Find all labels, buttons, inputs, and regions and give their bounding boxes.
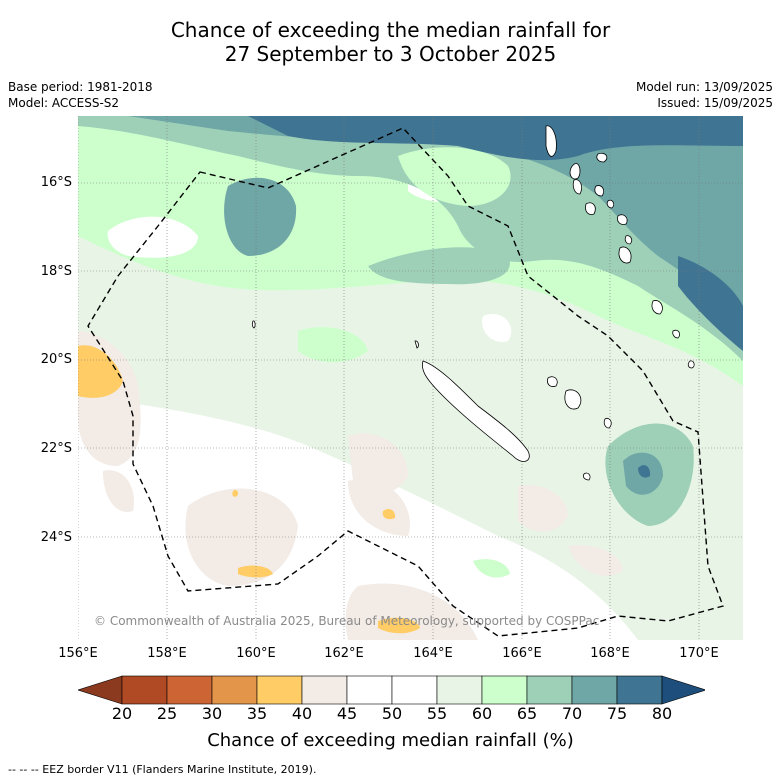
eez-footnote: -- -- -- EEZ border V11 (Flanders Marine… bbox=[8, 763, 317, 776]
map-title: Chance of exceeding the median rainfall … bbox=[0, 18, 781, 66]
region-50-55-pocket-c bbox=[482, 314, 512, 342]
colorbar-tick-20: 20 bbox=[111, 704, 133, 723]
region-40-45-center bbox=[185, 488, 298, 586]
lon-label-158e: 158°E bbox=[147, 646, 187, 661]
region-55-60-patch-a bbox=[358, 402, 418, 425]
colorbar-tick-70: 70 bbox=[561, 704, 583, 723]
lon-label-170e: 170°E bbox=[679, 646, 719, 661]
region-75-80-north bbox=[248, 116, 743, 161]
colorbar-segment-60-65 bbox=[481, 675, 528, 705]
region-35-40-d bbox=[378, 617, 420, 634]
lat-label-20s: 20°S bbox=[40, 352, 72, 367]
colorbar-segment-35-40 bbox=[256, 675, 303, 705]
region-65-70-band-mid bbox=[368, 247, 510, 285]
meta-left: Base period: 1981-2018 Model: ACCESS-S2 bbox=[8, 79, 153, 111]
colorbar-tick-40: 40 bbox=[291, 704, 313, 723]
lon-label-160e: 160°E bbox=[236, 646, 276, 661]
title-line-1: Chance of exceeding the median rainfall … bbox=[170, 18, 611, 42]
region-60-65-patch-b bbox=[298, 327, 368, 363]
rainfall-map bbox=[78, 116, 743, 640]
region-70-75-north bbox=[128, 116, 743, 326]
copyright-text: © Commonwealth of Australia 2025, Bureau… bbox=[94, 614, 600, 628]
region-40-45-mid bbox=[348, 479, 410, 536]
region-40-45-south bbox=[348, 433, 408, 494]
issued-text: Issued: 15/09/2025 bbox=[657, 96, 773, 110]
colorbar-tick-65: 65 bbox=[516, 704, 538, 723]
colorbar-tick-60: 60 bbox=[471, 704, 493, 723]
new-caledonia bbox=[251, 320, 612, 481]
colorbar-tick-35: 35 bbox=[246, 704, 268, 723]
region-75-80-south bbox=[638, 465, 651, 478]
colorbar-tick-55: 55 bbox=[426, 704, 448, 723]
region-35-40-west bbox=[78, 345, 123, 398]
lon-label-164e: 164°E bbox=[413, 646, 453, 661]
meta-right: Model run: 13/09/2025 Issued: 15/09/2025 bbox=[636, 79, 773, 111]
colorbar-tick-50: 50 bbox=[381, 704, 403, 723]
title-line-2: 27 September to 3 October 2025 bbox=[224, 42, 557, 66]
colorbar bbox=[77, 675, 707, 709]
colorbar-segment-75-80 bbox=[616, 675, 663, 705]
lon-label-166e: 166°E bbox=[502, 646, 542, 661]
region-35-40-c bbox=[238, 565, 273, 578]
base-period-text: Base period: 1981-2018 bbox=[8, 80, 153, 94]
lon-label-156e: 156°E bbox=[58, 646, 98, 661]
region-40-45-se bbox=[568, 545, 623, 576]
colorbar-extend-low bbox=[77, 675, 123, 705]
lon-label-168e: 168°E bbox=[590, 646, 630, 661]
colorbar-segment-40-45 bbox=[301, 675, 348, 705]
colorbar-tick-75: 75 bbox=[606, 704, 628, 723]
colorbar-segment-70-75 bbox=[571, 675, 618, 705]
colorbar-tick-45: 45 bbox=[336, 704, 358, 723]
region-35-40-a bbox=[232, 489, 239, 497]
vanuatu-islands bbox=[545, 125, 695, 369]
colorbar-segment-45-50 bbox=[346, 675, 393, 705]
colorbar-label: Chance of exceeding median rainfall (%) bbox=[207, 730, 574, 751]
lat-label-22s: 22°S bbox=[40, 441, 72, 456]
colorbar-tick-80: 80 bbox=[651, 704, 673, 723]
colorbar-extend-high bbox=[661, 675, 707, 705]
colorbar-segment-55-60 bbox=[436, 675, 483, 705]
lat-label-18s: 18°S bbox=[40, 264, 72, 279]
region-75-80-east bbox=[678, 256, 743, 351]
colorbar-graphic bbox=[77, 675, 707, 705]
region-40-45-east bbox=[518, 485, 568, 532]
lat-label-24s: 24°S bbox=[40, 530, 72, 545]
colorbar-segment-20-25 bbox=[121, 675, 168, 705]
region-50-55-pocket-a bbox=[107, 216, 198, 258]
colorbar-segment-25-30 bbox=[166, 675, 213, 705]
colorbar-segment-50-55 bbox=[391, 675, 438, 705]
region-35-40-b bbox=[382, 508, 396, 520]
colorbar-segment-30-35 bbox=[211, 675, 258, 705]
colorbar-tick-30: 30 bbox=[201, 704, 223, 723]
region-70-75-west bbox=[224, 177, 297, 256]
lon-label-162e: 162°E bbox=[324, 646, 364, 661]
model-text: Model: ACCESS-S2 bbox=[8, 96, 120, 110]
colorbar-tick-25: 25 bbox=[156, 704, 178, 723]
region-60-65-inner bbox=[398, 147, 511, 206]
colorbar-segment-65-70 bbox=[526, 675, 573, 705]
lat-label-16s: 16°S bbox=[40, 175, 72, 190]
map-canvas bbox=[78, 116, 743, 640]
region-60-65-patch-a bbox=[473, 559, 510, 578]
model-run-text: Model run: 13/09/2025 bbox=[635, 80, 773, 94]
region-40-45-sw bbox=[103, 470, 134, 512]
